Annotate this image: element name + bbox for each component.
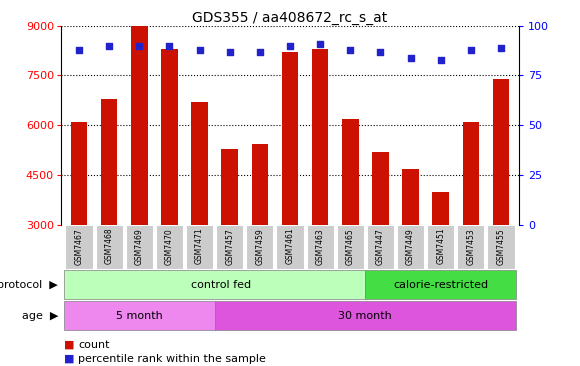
Bar	[433, 192, 449, 325]
Text: ■: ■	[64, 340, 74, 350]
Text: GSM7447: GSM7447	[376, 228, 385, 265]
FancyBboxPatch shape	[307, 225, 333, 269]
Text: 5 month: 5 month	[116, 311, 162, 321]
Bar	[131, 26, 147, 325]
FancyBboxPatch shape	[427, 225, 454, 269]
Point	[285, 43, 295, 49]
Point	[466, 46, 476, 52]
Text: GSM7455: GSM7455	[496, 228, 506, 265]
Bar	[71, 122, 87, 325]
Text: GSM7470: GSM7470	[165, 228, 174, 265]
Text: percentile rank within the sample: percentile rank within the sample	[78, 354, 266, 364]
Point	[104, 43, 114, 49]
FancyBboxPatch shape	[216, 225, 243, 269]
Bar	[312, 49, 328, 325]
FancyBboxPatch shape	[246, 225, 273, 269]
Point	[255, 49, 264, 55]
FancyBboxPatch shape	[186, 225, 213, 269]
Text: GSM7468: GSM7468	[104, 228, 114, 265]
Bar	[403, 169, 419, 325]
FancyBboxPatch shape	[397, 225, 424, 269]
Text: age  ▶: age ▶	[21, 311, 58, 321]
Text: ■: ■	[64, 354, 74, 364]
FancyBboxPatch shape	[156, 225, 183, 269]
Text: GDS355 / aa408672_rc_s_at: GDS355 / aa408672_rc_s_at	[193, 11, 387, 25]
Point	[436, 57, 445, 63]
FancyBboxPatch shape	[126, 225, 153, 269]
Text: GSM7459: GSM7459	[255, 228, 264, 265]
FancyBboxPatch shape	[96, 225, 123, 269]
FancyBboxPatch shape	[367, 225, 394, 269]
Point	[376, 49, 385, 55]
Point	[225, 49, 234, 55]
Bar	[252, 143, 268, 325]
Point	[165, 43, 174, 49]
FancyBboxPatch shape	[64, 301, 215, 330]
Text: count: count	[78, 340, 110, 350]
Text: GSM7461: GSM7461	[285, 228, 295, 265]
Bar	[493, 79, 509, 325]
Text: control fed: control fed	[191, 280, 251, 290]
Text: GSM7453: GSM7453	[466, 228, 476, 265]
FancyBboxPatch shape	[64, 270, 365, 299]
Bar	[161, 49, 177, 325]
Text: GSM7467: GSM7467	[74, 228, 84, 265]
Point	[135, 43, 144, 49]
Text: GSM7451: GSM7451	[436, 228, 445, 265]
Point	[316, 41, 325, 46]
Text: protocol  ▶: protocol ▶	[0, 280, 58, 290]
Bar	[342, 119, 358, 325]
Point	[195, 46, 204, 52]
Text: GSM7463: GSM7463	[316, 228, 325, 265]
Bar	[372, 152, 389, 325]
Text: GSM7471: GSM7471	[195, 228, 204, 265]
Point	[406, 55, 415, 60]
Text: GSM7457: GSM7457	[225, 228, 234, 265]
Text: GSM7465: GSM7465	[346, 228, 355, 265]
Point	[74, 46, 84, 52]
Bar	[191, 102, 208, 325]
Text: 30 month: 30 month	[339, 311, 392, 321]
Bar	[282, 52, 298, 325]
FancyBboxPatch shape	[487, 225, 514, 269]
FancyBboxPatch shape	[277, 225, 303, 269]
FancyBboxPatch shape	[66, 225, 93, 269]
Text: GSM7469: GSM7469	[135, 228, 144, 265]
FancyBboxPatch shape	[215, 301, 516, 330]
Bar	[463, 122, 479, 325]
Bar	[222, 149, 238, 325]
Text: calorie-restricted: calorie-restricted	[393, 280, 488, 290]
FancyBboxPatch shape	[457, 225, 484, 269]
Point	[346, 46, 355, 52]
FancyBboxPatch shape	[365, 270, 516, 299]
Text: GSM7449: GSM7449	[406, 228, 415, 265]
FancyBboxPatch shape	[337, 225, 364, 269]
Bar	[101, 99, 117, 325]
Point	[496, 45, 506, 51]
